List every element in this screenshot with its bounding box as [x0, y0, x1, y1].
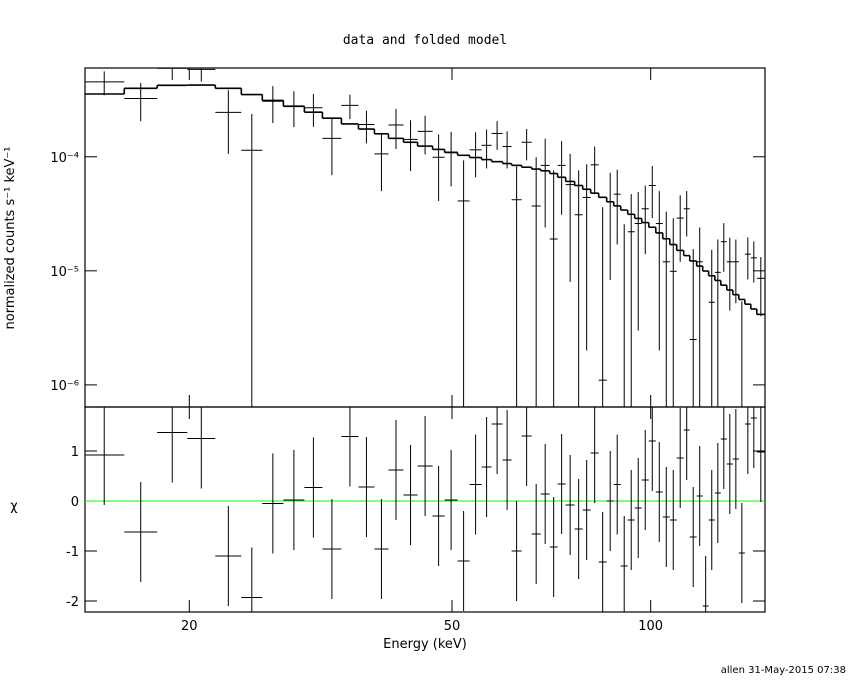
y-tick-label: 10⁻⁵	[50, 265, 79, 280]
x-tick-label: 100	[638, 619, 663, 634]
y-tick-label: 0	[71, 495, 79, 510]
x-tick-label: 20	[181, 619, 198, 634]
y-tick-label: 1	[71, 445, 79, 460]
plot-area	[85, 407, 765, 612]
x-tick-label: 50	[444, 619, 461, 634]
x-axis-label: Energy (keV)	[383, 637, 467, 652]
y-axis-label: normalized counts s⁻¹ keV⁻¹	[3, 147, 18, 330]
y-tick-label: -1	[66, 545, 79, 560]
plot-frame	[84, 406, 766, 613]
footer: allen 31-May-2015 07:38	[721, 665, 846, 676]
chart-title: data and folded model	[343, 33, 507, 48]
y-tick-label: 10⁻⁴	[50, 151, 79, 166]
y-axis-label: χ	[10, 499, 18, 514]
y-tick-label: -2	[66, 595, 79, 610]
plot-area	[85, 68, 765, 407]
y-tick-label: 10⁻⁶	[50, 379, 79, 394]
